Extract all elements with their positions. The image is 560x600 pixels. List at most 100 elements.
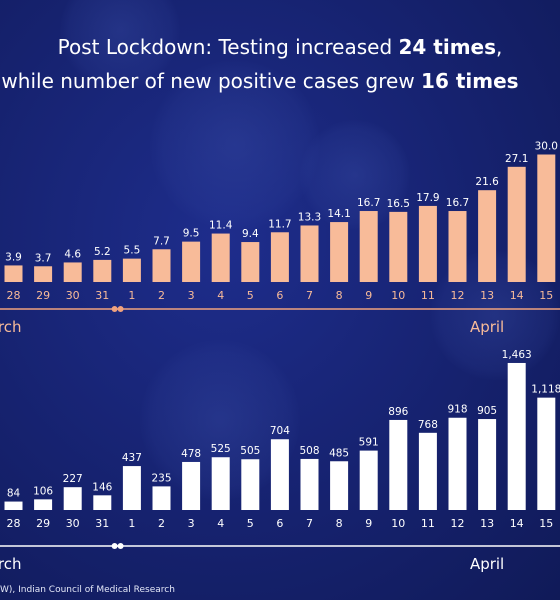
cases-data-label: 768	[418, 419, 438, 431]
cases-data-label: 905	[477, 405, 497, 417]
cases-bar	[122, 466, 141, 510]
testing-bar	[359, 211, 378, 282]
testing-data-label: 16.5	[387, 198, 410, 210]
cases-bar	[270, 439, 289, 510]
cases-tick-label: 31	[95, 517, 109, 530]
testing-bar	[270, 232, 289, 282]
testing-tick-label: 14	[510, 289, 524, 302]
title-emphasis-cases: 16 times	[421, 69, 519, 93]
cases-tick-label: 4	[217, 517, 224, 530]
cases-data-label: 896	[388, 406, 408, 418]
testing-bar	[93, 259, 112, 282]
cases-tick-label: 12	[451, 517, 465, 530]
testing-data-label: 21.6	[475, 176, 499, 188]
cases-tick-label: 7	[306, 517, 313, 530]
cases-bar	[152, 486, 171, 510]
testing-data-label: 5.5	[124, 245, 141, 257]
testing-bar	[330, 222, 349, 282]
testing-tick-label: 6	[276, 289, 283, 302]
cases-tick-label: 6	[276, 517, 283, 530]
source-note: W), Indian Council of Medical Research	[0, 585, 175, 595]
cases-tick-label: 2	[158, 517, 165, 530]
testing-data-label: 3.9	[5, 251, 22, 263]
testing-bar	[478, 190, 497, 282]
cases-data-label: 918	[447, 404, 467, 416]
testing-bar-chart: 3.9 28 3.7 29 4.6 30 5.2 31 5.5 1 7.7 2 9.5 3 11.4 4 9.4…	[0, 141, 560, 336]
testing-tick-label: 9	[365, 289, 372, 302]
cases-data-label: 227	[63, 473, 83, 485]
cases-data-label: 485	[329, 447, 349, 459]
testing-bar	[241, 242, 260, 282]
testing-tick-label: 13	[480, 289, 494, 302]
testing-tick-label: 5	[247, 289, 254, 302]
cases-month-separator-dot	[117, 543, 124, 549]
cases-bar	[211, 457, 230, 510]
cases-data-label: 84	[7, 488, 21, 500]
chart-title: Post Lockdown: Testing increased 24 time…	[0, 30, 560, 98]
title-line-1: Post Lockdown: Testing increased 24 time…	[57, 35, 503, 59]
testing-bar	[300, 225, 319, 282]
cases-tick-label: 28	[7, 517, 21, 530]
testing-tick-label: 1	[128, 289, 135, 302]
testing-bar	[152, 249, 171, 282]
testing-tick-label: 10	[391, 289, 405, 302]
testing-bar	[418, 205, 437, 282]
cases-data-label: 146	[92, 481, 112, 493]
testing-tick-label: 7	[306, 289, 313, 302]
cases-bar	[300, 458, 319, 510]
testing-data-label: 7.7	[153, 235, 170, 247]
testing-bar	[448, 211, 467, 282]
cases-data-label: 704	[270, 425, 290, 437]
testing-bar	[211, 233, 230, 282]
testing-month-label: April	[470, 318, 504, 336]
testing-data-label: 13.3	[298, 211, 321, 223]
testing-tick-label: 15	[539, 289, 553, 302]
testing-data-label: 14.1	[327, 208, 350, 220]
title-emphasis-testing: 24 times	[398, 35, 497, 59]
cases-bar-chart: 8428106292273014631437123524783525450557…	[0, 349, 560, 573]
testing-bar	[4, 265, 23, 282]
testing-bar	[122, 258, 141, 282]
cases-tick-label: 8	[336, 517, 343, 530]
cases-bar	[241, 459, 260, 510]
testing-data-label: 3.7	[35, 252, 52, 264]
testing-tick-label: 4	[217, 289, 224, 302]
testing-bar	[537, 154, 556, 282]
testing-bar	[389, 211, 408, 282]
cases-tick-label: 9	[365, 517, 372, 530]
cases-bar	[182, 461, 201, 510]
cases-bar	[359, 450, 378, 510]
cases-data-label: 505	[240, 445, 260, 457]
testing-tick-label: 12	[451, 289, 465, 302]
testing-bar	[34, 266, 53, 282]
cases-tick-label: 15	[539, 517, 553, 530]
cases-month-label: rch	[0, 555, 22, 573]
testing-data-label: 5.2	[94, 246, 111, 258]
testing-month-separator-dot	[111, 306, 118, 312]
cases-data-label: 106	[33, 485, 53, 497]
cases-tick-label: 11	[421, 517, 435, 530]
cases-month-separator-dot	[111, 543, 118, 549]
testing-month-label: rch	[0, 318, 22, 336]
title-line-2: while number of new positive cases grew …	[1, 69, 519, 93]
cases-bar	[507, 362, 526, 510]
cases-tick-label: 1	[128, 517, 135, 530]
testing-bar	[63, 262, 82, 282]
testing-data-label: 16.7	[446, 197, 469, 209]
cases-data-label: 1,463	[502, 349, 532, 361]
cases-month-label: April	[470, 555, 504, 573]
cases-data-label: 437	[122, 452, 142, 464]
testing-bar	[507, 166, 526, 282]
cases-data-label: 591	[359, 437, 379, 449]
testing-tick-label: 28	[7, 289, 21, 302]
testing-bar	[182, 241, 201, 282]
cases-bar	[4, 501, 23, 510]
testing-tick-label: 8	[336, 289, 343, 302]
testing-data-label: 17.9	[416, 192, 439, 204]
cases-bar	[418, 432, 437, 510]
testing-tick-label: 2	[158, 289, 165, 302]
cases-data-label: 508	[299, 445, 319, 457]
testing-data-label: 11.7	[268, 218, 291, 230]
cases-bar	[330, 461, 349, 510]
